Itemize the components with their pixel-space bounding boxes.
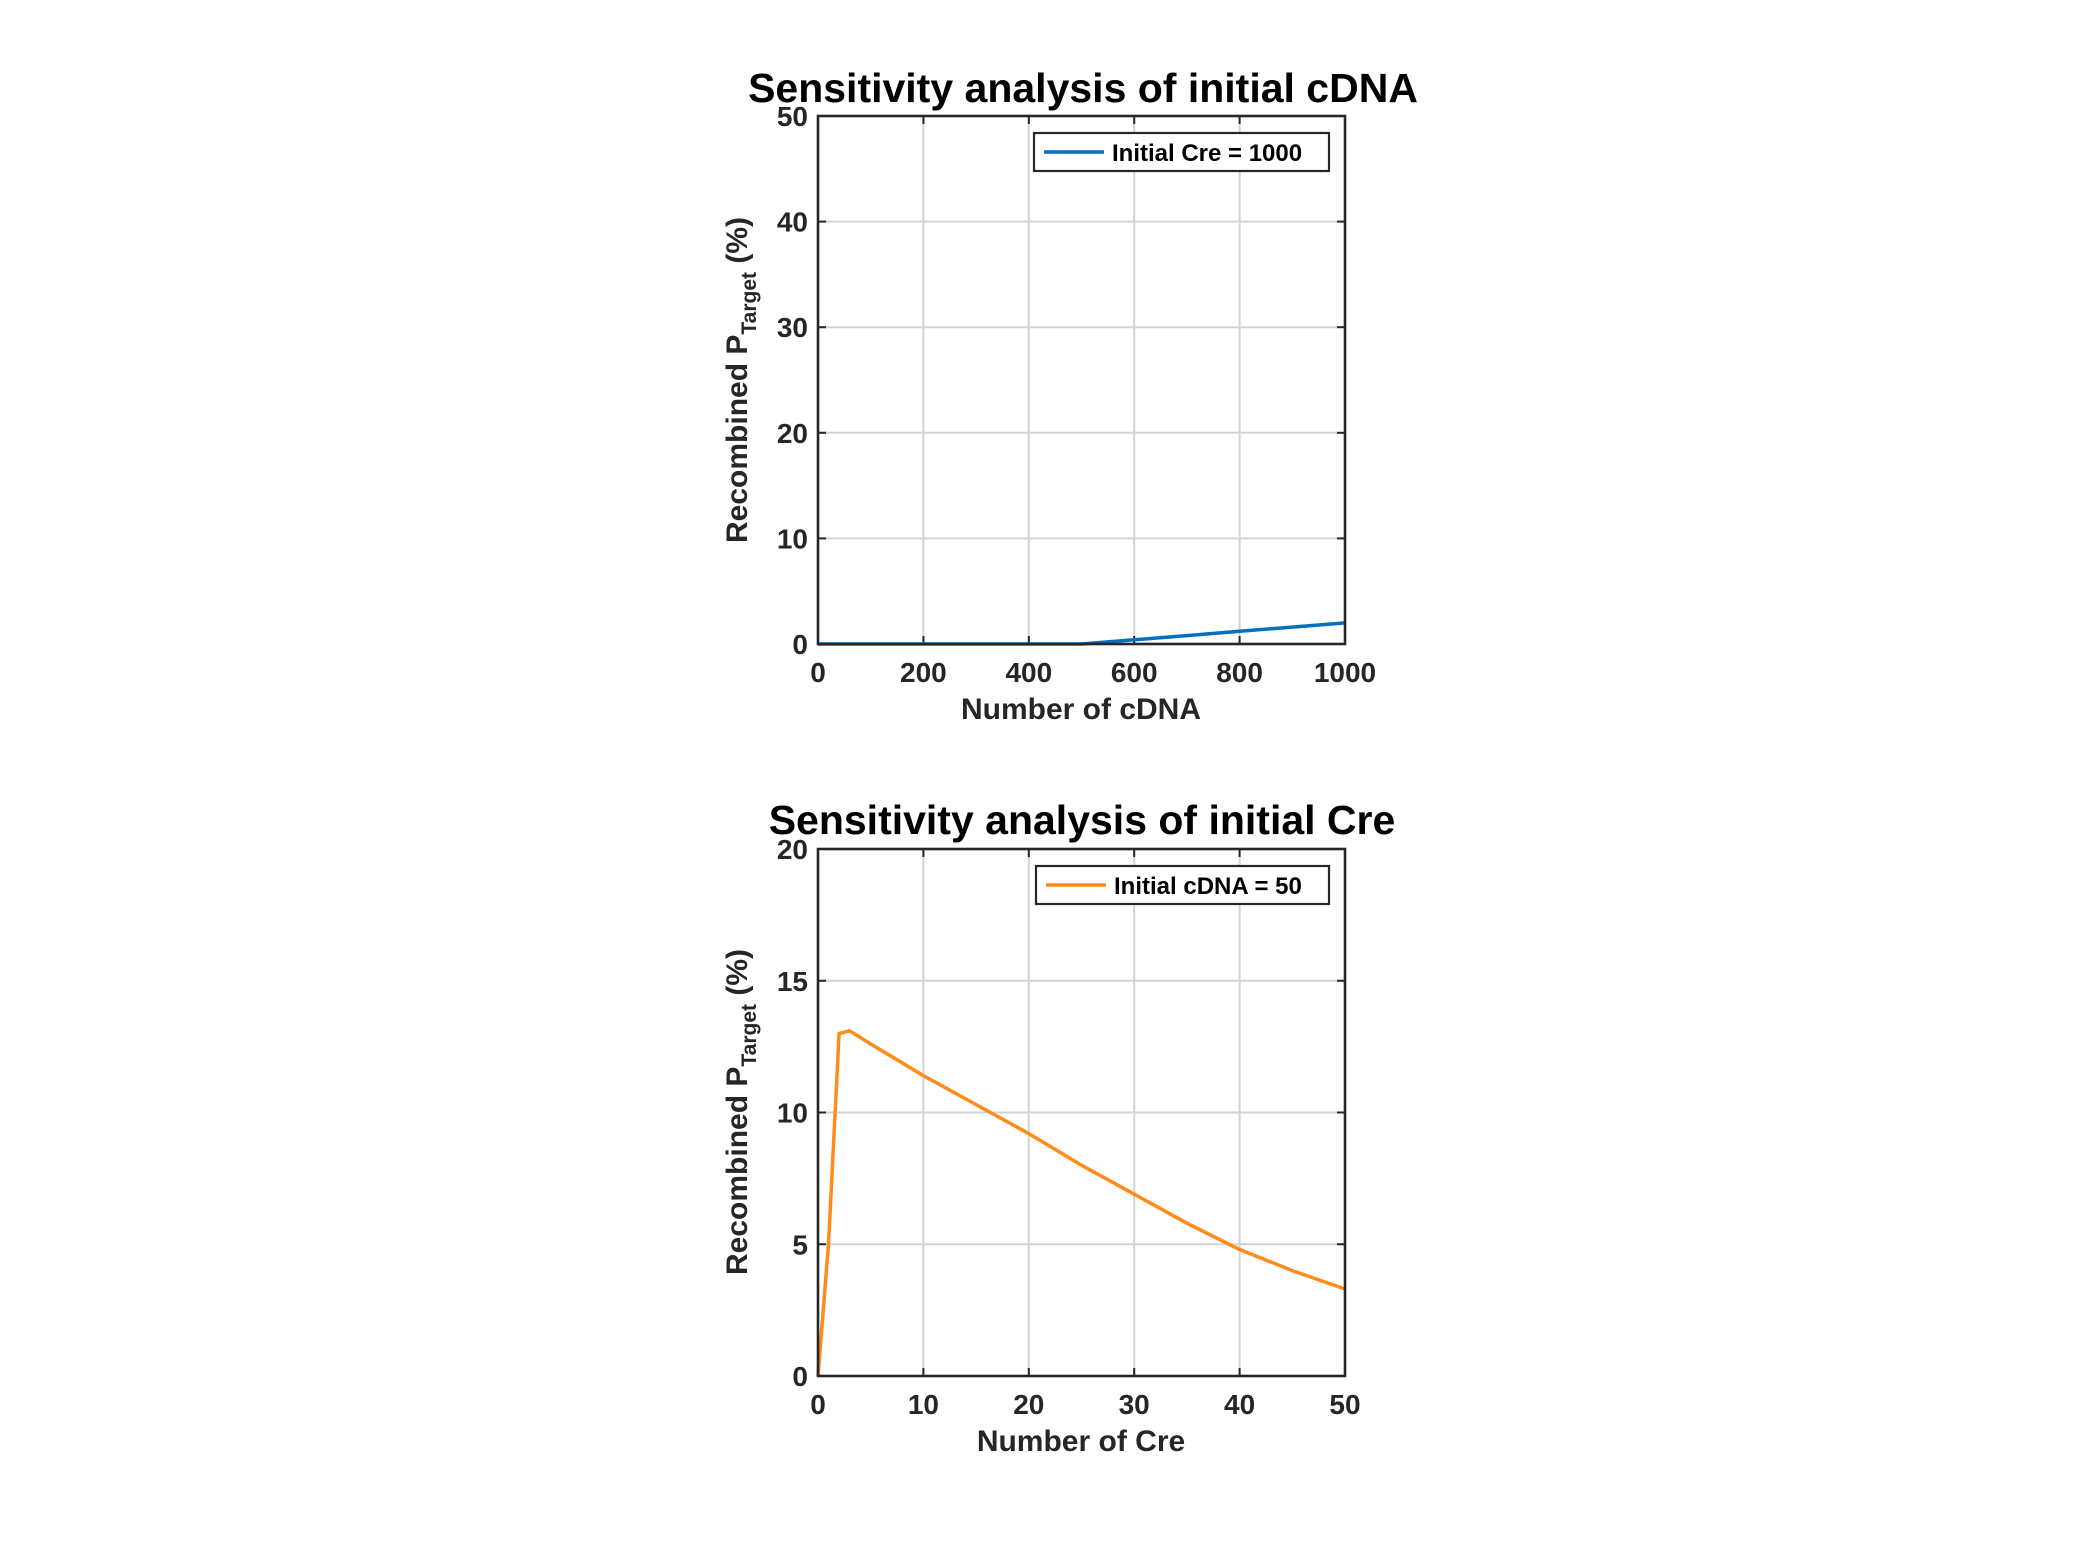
x-axis-label: Number of cDNA (961, 693, 1201, 726)
y-tick-label: 40 (777, 207, 808, 238)
chart-title: Sensitivity analysis of initial Cre (769, 797, 1396, 843)
x-tick-label: 0 (810, 1389, 826, 1420)
grid (817, 115, 1346, 645)
legend-label: Initial cDNA = 50 (1114, 873, 1302, 900)
y-tick-label: 30 (777, 312, 808, 343)
x-tick-label: 800 (1216, 657, 1263, 688)
y-tick-label: 20 (777, 418, 808, 449)
y-axis-label: Recombined PTarget (%) (721, 217, 761, 543)
y-tick-label: 15 (777, 966, 808, 997)
y-tick-label: 50 (777, 101, 808, 132)
y-tick-label: 10 (777, 1098, 808, 1129)
y-axis-label-suffix: (%) (721, 217, 754, 272)
legend: Initial Cre = 1000 (1032, 131, 1331, 173)
y-axis-label-main: Recombined P (721, 335, 754, 543)
series-line (816, 1029, 1346, 1377)
x-tick-label: 1000 (1314, 657, 1376, 688)
x-tick-label: 600 (1111, 657, 1158, 688)
y-tick-label: 0 (792, 629, 808, 660)
series-lines (818, 621, 1346, 646)
tick-labels: 0 200 400 600 800 1000 0 10 20 30 40 50 (777, 101, 1376, 688)
x-tick-label: 200 (900, 657, 947, 688)
grid (817, 848, 1346, 1377)
y-axis-label-suffix: (%) (721, 949, 754, 1004)
x-tick-label: 30 (1119, 1389, 1150, 1420)
plot-frame (816, 114, 1347, 646)
plot-frame (816, 847, 1347, 1378)
x-tick-label: 10 (908, 1389, 939, 1420)
y-axis-label-subscript: Target (738, 272, 761, 335)
x-tick-label: 40 (1224, 1389, 1255, 1420)
y-axis-label-main: Recombined P (721, 1067, 754, 1275)
tick-labels: 0 10 20 30 40 50 0 5 10 15 20 (777, 834, 1361, 1420)
chart-title: Sensitivity analysis of initial cDNA (748, 65, 1418, 111)
x-tick-label: 20 (1013, 1389, 1044, 1420)
y-tick-label: 10 (777, 523, 808, 554)
legend-label: Initial Cre = 1000 (1112, 140, 1302, 167)
x-tick-label: 50 (1329, 1389, 1360, 1420)
series-lines (816, 1029, 1346, 1377)
y-tick-label: 20 (777, 834, 808, 865)
y-tick-label: 0 (792, 1361, 808, 1392)
chart-cdna: Sensitivity analysis of initial cDNA 0 20… (721, 65, 1418, 726)
x-tick-label: 0 (810, 657, 826, 688)
y-axis-label: Recombined PTarget (%) (721, 949, 761, 1275)
series-line (818, 621, 1346, 646)
legend: Initial cDNA = 50 (1034, 864, 1331, 906)
x-tick-label: 400 (1005, 657, 1052, 688)
y-tick-label: 5 (792, 1229, 808, 1260)
y-axis-label-subscript: Target (738, 1004, 761, 1067)
x-axis-label: Number of Cre (977, 1425, 1185, 1458)
chart-cre: Sensitivity analysis of initial Cre 0 10 2… (721, 797, 1395, 1458)
